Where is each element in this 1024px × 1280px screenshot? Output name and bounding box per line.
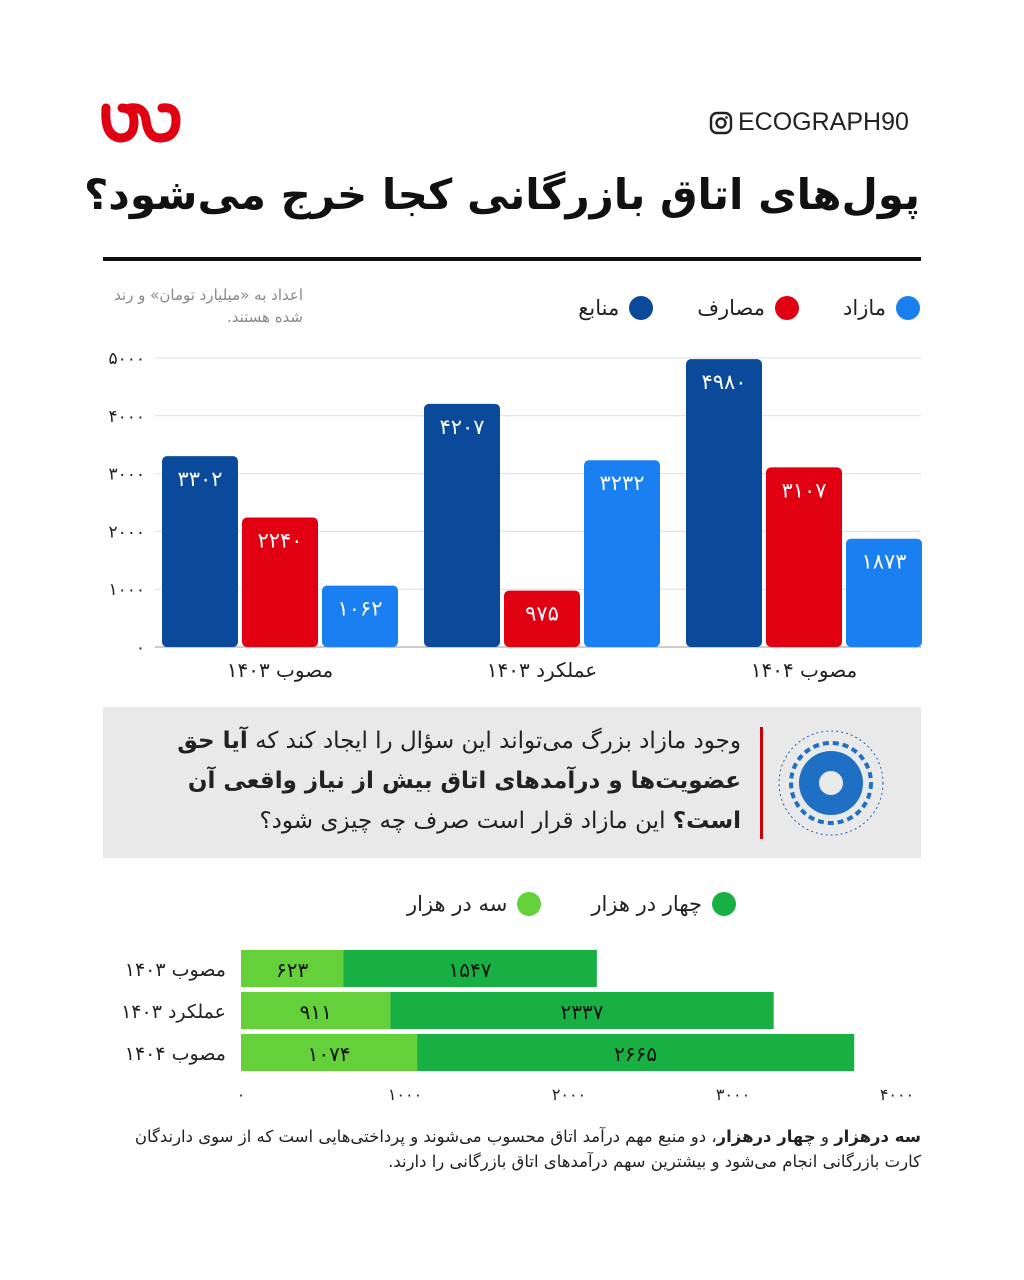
handle-text: ECOGRAPH90: [738, 108, 909, 136]
footer-and: و: [815, 1127, 835, 1146]
y-tick-label: ۴۰۰۰: [108, 407, 145, 427]
bar-legend: مازاد مصارف منابع: [578, 296, 920, 320]
stack-legend: چهار در هزار سه در هزار: [407, 892, 736, 916]
data-label: ۴۹۸۰: [701, 370, 746, 394]
instagram-icon: [709, 111, 733, 134]
accent-bar: [760, 727, 763, 839]
y-tick-label: مصوب ۱۴۰۳: [125, 959, 226, 981]
bar: [766, 467, 842, 647]
legend-label: منابع: [578, 296, 620, 320]
bar-segment: [241, 1034, 418, 1071]
chamber-emblem: [778, 730, 884, 836]
bar-segment: [343, 950, 597, 987]
x-tick-label: ۰: [237, 1085, 246, 1104]
x-tick-label: ۲۰۰۰: [552, 1085, 586, 1104]
data-label: ۲۳۳۷: [561, 1000, 604, 1024]
legend-surplus: مازاد: [843, 296, 920, 320]
bar: [424, 403, 500, 647]
x-tick-label: ۳۰۰۰: [716, 1085, 750, 1104]
legend-label: سه در هزار: [406, 892, 508, 916]
bar-chart: ۰ ۱۰۰۰ ۲۰۰۰ ۳۰۰۰ ۴۰۰۰ ۵۰۰۰ ۳۳۰۲ ۲۲۴۰ ۱۰۶۲ مصوب ۱۴…: [108, 349, 922, 682]
bar-segment: [417, 1034, 855, 1071]
x-tick-label: مصوب ۱۴۰۴: [751, 658, 858, 682]
y-tick-label: عملکرد ۱۴۰۳: [121, 1001, 226, 1023]
legend-expenses: مصارف: [697, 296, 800, 320]
callout-text-2: این مازاد قرار است صرف چه چیزی شود؟: [259, 808, 673, 834]
x-tick-label: مصوب ۱۴۰۳: [227, 658, 334, 682]
bar: [584, 460, 660, 647]
legend-dot: [517, 892, 542, 916]
footer-bold-2: چهار درهزار: [716, 1127, 816, 1146]
data-label: ۴۲۰۷: [439, 415, 484, 439]
bar: [242, 517, 318, 647]
legend-dot: [712, 892, 736, 916]
callout-bold: آیا حق عضویت‌ها و درآمدهای اتاق بیش از ن…: [177, 728, 741, 834]
bar: [162, 456, 238, 647]
data-label: ۱۰۶۲: [337, 597, 382, 621]
legend-dot: [629, 296, 654, 320]
x-tick-label: ۱۰۰۰: [388, 1085, 422, 1104]
stack-legend-row: چهار در هزار سه در هزار: [0, 892, 1024, 920]
callout-text-1: وجود مازاد بزرگ می‌تواند این سؤال را ایج…: [247, 728, 741, 754]
callout-box: وجود مازاد بزرگ می‌تواند این سؤال را ایج…: [103, 707, 921, 858]
legend-label: مازاد: [843, 296, 886, 320]
y-tick-label: ۲۰۰۰: [108, 522, 145, 542]
data-label: ۶۲۳: [276, 958, 308, 982]
legend-label: مصارف: [697, 296, 766, 320]
data-label: ۹۷۵: [525, 602, 559, 626]
x-tick-label: عملکرد ۱۴۰۳: [487, 658, 597, 682]
y-tick-label: ۰: [136, 638, 145, 658]
data-label: ۹۱۱: [300, 1000, 332, 1024]
bar: [846, 538, 922, 647]
data-label: ۳۲۳۲: [599, 471, 644, 495]
legend-dot: [775, 296, 800, 320]
data-label: ۳۱۰۷: [781, 478, 826, 502]
data-label: ۲۶۶۵: [614, 1042, 657, 1066]
legend-label: چهار در هزار: [591, 892, 702, 916]
bar-segment: [241, 950, 344, 987]
data-label: ۱۸۷۳: [861, 550, 906, 574]
y-tick-label: ۳۰۰۰: [108, 465, 145, 485]
x-tick-label: ۴۰۰۰: [880, 1085, 914, 1104]
y-tick-label: ۱۰۰۰: [108, 580, 145, 600]
legend-dot: [896, 296, 920, 320]
lower-section: وجود مازاد بزرگ می‌تواند این سؤال را ایج…: [0, 707, 1024, 1174]
data-label: ۳۳۰۲: [177, 467, 222, 491]
footer-note: سه درهزار و چهار درهزار، دو منبع مهم درآ…: [103, 1124, 921, 1174]
legend-four: چهار در هزار: [591, 892, 736, 916]
data-label: ۱۰۷۴: [308, 1042, 351, 1066]
bar: [504, 590, 580, 647]
y-tick-label: مصوب ۱۴۰۴: [125, 1043, 226, 1065]
footer-text: ، دو منبع مهم درآمد اتاق محسوب می‌شوند و…: [134, 1127, 921, 1171]
footer-bold-1: سه درهزار: [834, 1127, 921, 1146]
data-label: ۲۲۴۰: [257, 529, 302, 553]
bar-segment: [390, 992, 774, 1029]
y-tick-label: ۵۰۰۰: [108, 349, 145, 369]
legend-three: سه در هزار: [406, 892, 542, 916]
unit-note: اعداد به «میلیارد تومان» و رند شده هستند…: [114, 286, 303, 326]
data-label: ۱۵۴۷: [449, 958, 492, 982]
social-handle: ECOGRAPH90: [708, 108, 909, 137]
bar: [322, 585, 398, 647]
brand-logo: [101, 103, 181, 143]
divider: [103, 257, 921, 261]
bar-segment: [241, 992, 391, 1029]
stacked-bar-chart: مصوب ۱۴۰۳ ۶۲۳ ۱۵۴۷ عملکرد ۱۴۰۳ ۹۱۱ ۲۳۳۷ مصوب ۱…: [121, 950, 914, 1104]
legend-sources: منابع: [578, 296, 654, 320]
page-title: پول‌های اتاق بازرگانی کجا خرج می‌شود؟: [83, 170, 920, 219]
callout-text: وجود مازاد بزرگ می‌تواند این سؤال را ایج…: [113, 721, 741, 841]
bar: [686, 359, 762, 647]
